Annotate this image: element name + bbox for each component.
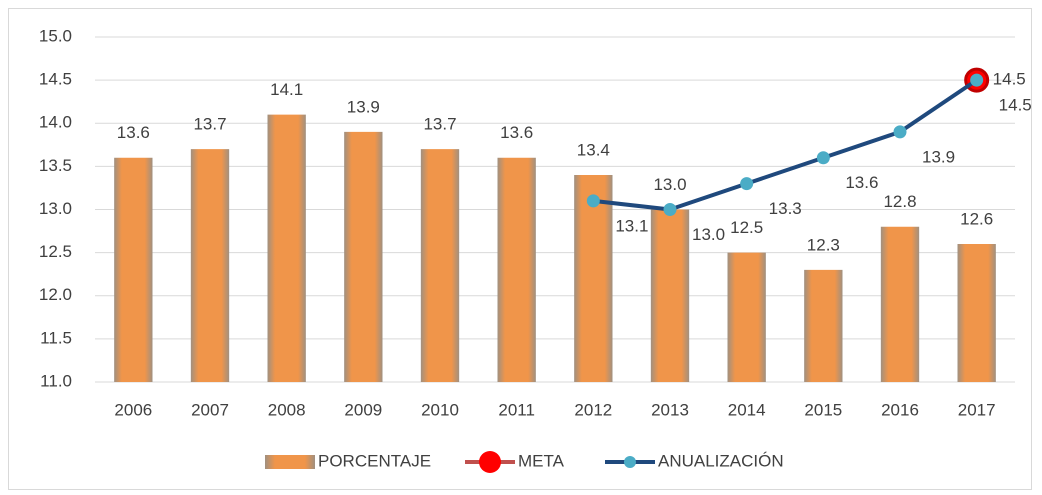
data-label: 13.1 bbox=[615, 216, 648, 235]
x-tick-label: 2016 bbox=[881, 400, 919, 419]
data-label: 13.7 bbox=[423, 115, 456, 134]
marker bbox=[970, 73, 984, 87]
data-label: 14.5 bbox=[993, 70, 1026, 89]
marker bbox=[740, 177, 754, 191]
y-tick-label: 14.5 bbox=[39, 70, 72, 89]
data-label: 12.6 bbox=[960, 209, 993, 228]
data-label: 13.9 bbox=[922, 147, 955, 166]
legend-label: PORCENTAJE bbox=[318, 451, 431, 470]
data-label: 12.3 bbox=[807, 235, 840, 254]
x-tick-label: 2015 bbox=[804, 400, 842, 419]
marker bbox=[893, 125, 907, 139]
bar bbox=[497, 157, 536, 382]
y-tick-label: 13.5 bbox=[39, 156, 72, 175]
x-tick-label: 2017 bbox=[958, 400, 996, 419]
bar bbox=[880, 226, 920, 382]
legend-marker bbox=[624, 456, 636, 468]
y-tick-label: 12.5 bbox=[39, 242, 72, 261]
data-label: 13.3 bbox=[769, 199, 802, 218]
x-tick-label: 2008 bbox=[268, 400, 306, 419]
data-label: 13.9 bbox=[347, 97, 380, 116]
data-label: 13.6 bbox=[500, 123, 533, 142]
line bbox=[593, 78, 978, 212]
bar bbox=[650, 209, 690, 382]
y-tick-label: 14.0 bbox=[39, 113, 72, 132]
y-tick-label: 11.5 bbox=[40, 328, 72, 347]
data-label: 13.6 bbox=[845, 173, 878, 192]
legend-label: ANUALIZACIÓN bbox=[658, 451, 784, 470]
x-tick-label: 2009 bbox=[344, 400, 382, 419]
marker bbox=[816, 151, 830, 165]
bar bbox=[574, 175, 613, 382]
bar bbox=[804, 269, 843, 382]
data-label: 13.0 bbox=[692, 225, 725, 244]
y-tick-label: 13.0 bbox=[39, 199, 72, 218]
data-label: 13.6 bbox=[117, 123, 150, 142]
bar bbox=[344, 131, 383, 382]
data-label: 12.8 bbox=[883, 192, 916, 211]
bar bbox=[727, 252, 766, 382]
marker bbox=[586, 194, 600, 208]
x-tick-label: 2007 bbox=[191, 400, 229, 419]
legend-label: META bbox=[518, 451, 565, 470]
data-label: 12.5 bbox=[730, 218, 763, 237]
x-tick-label: 2012 bbox=[574, 400, 612, 419]
y-tick-label: 12.0 bbox=[39, 285, 72, 304]
data-label: 14.5 bbox=[999, 96, 1032, 115]
data-label: 13.7 bbox=[193, 115, 226, 134]
bar bbox=[114, 157, 153, 382]
y-tick-label: 11.0 bbox=[40, 371, 72, 390]
bar bbox=[420, 149, 460, 382]
bar bbox=[267, 114, 306, 382]
legend-swatch bbox=[265, 455, 315, 469]
x-tick-label: 2010 bbox=[421, 400, 459, 419]
y-tick-label: 15.0 bbox=[39, 26, 72, 45]
data-label: 14.1 bbox=[270, 80, 303, 99]
x-tick-label: 2011 bbox=[498, 400, 535, 419]
bar bbox=[957, 244, 996, 382]
bar bbox=[190, 149, 230, 382]
legend-marker bbox=[479, 451, 501, 473]
data-label: 13.4 bbox=[577, 140, 610, 159]
marker bbox=[663, 203, 677, 216]
x-tick-label: 2013 bbox=[651, 400, 689, 419]
x-tick-label: 2006 bbox=[114, 400, 152, 419]
data-label: 13.0 bbox=[653, 175, 686, 194]
x-tick-label: 2014 bbox=[728, 400, 766, 419]
